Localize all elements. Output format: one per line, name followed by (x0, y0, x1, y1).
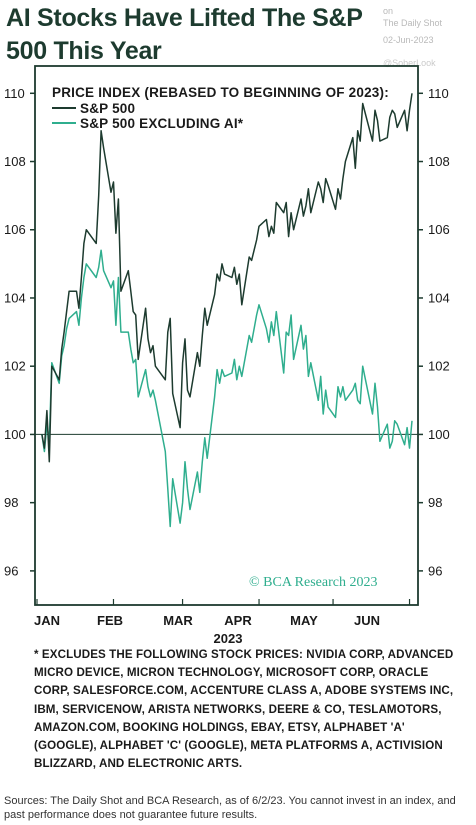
chart-credit: © BCA Research 2023 (249, 575, 377, 590)
chart-title: PRICE INDEX (REBASED TO BEGINNING OF 202… (52, 85, 389, 100)
y-tick-label-left: 108 (4, 154, 26, 169)
x-tick-label: JUN (354, 613, 380, 628)
footnote: * EXCLUDES THE FOLLOWING STOCK PRICES: N… (34, 648, 454, 771)
x-axis-label: 2023 (214, 631, 243, 646)
y-tick-label-left: 106 (4, 222, 26, 237)
legend-label-sp500: S&P 500 (80, 101, 135, 116)
x-tick-label: MAR (163, 613, 193, 628)
y-tick-label-left: 102 (4, 359, 26, 374)
y-tick-label-left: 110 (4, 86, 25, 101)
y-tick-label-right: 98 (428, 495, 442, 510)
x-tick-label: JAN (34, 613, 60, 628)
y-tick-label-left: 100 (4, 427, 26, 442)
x-tick-label: FEB (97, 613, 123, 628)
watermark-on: on (383, 6, 394, 16)
plot-frame (34, 65, 419, 606)
y-tick-label-right: 96 (428, 563, 442, 578)
y-tick-label-left: 98 (4, 495, 18, 510)
watermark-date: 02-Jun-2023 (383, 35, 434, 45)
y-tick-label-right: 110 (428, 86, 449, 101)
x-tick-label: APR (224, 613, 252, 628)
y-tick-label-left: 104 (4, 290, 26, 305)
y-tick-label-right: 104 (428, 290, 450, 305)
y-tick-label-right: 106 (428, 222, 450, 237)
x-tick-label: MAY (290, 613, 318, 628)
y-tick-label-right: 108 (428, 154, 450, 169)
legend-label-ex-ai: S&P 500 EXCLUDING AI* (80, 116, 244, 131)
sources-note: Sources: The Daily Shot and BCA Research… (4, 795, 456, 821)
watermark-source: The Daily Shot (383, 18, 443, 28)
y-tick-label-left: 96 (4, 563, 18, 578)
page-title: AI Stocks Have Lifted The S&P 500 This Y… (6, 4, 363, 65)
series-group (41, 93, 413, 528)
y-tick-label-right: 102 (428, 359, 450, 374)
x-axis: JAN FEB MAR APR MAY JUN (34, 599, 411, 628)
series-line-sp500 (41, 93, 413, 463)
y-tick-label-right: 100 (428, 427, 450, 442)
watermark-handle: @SoberLook (383, 58, 436, 68)
chart: 96 98 100 102 104 106 108 110 96 98 100 102 104 106 1… (4, 65, 450, 646)
series-line-ex-ai (41, 249, 413, 528)
y-axis-left: 96 98 100 102 104 106 108 110 (4, 86, 35, 578)
y-axis-right: 96 98 100 102 104 106 108 110 (418, 86, 450, 578)
